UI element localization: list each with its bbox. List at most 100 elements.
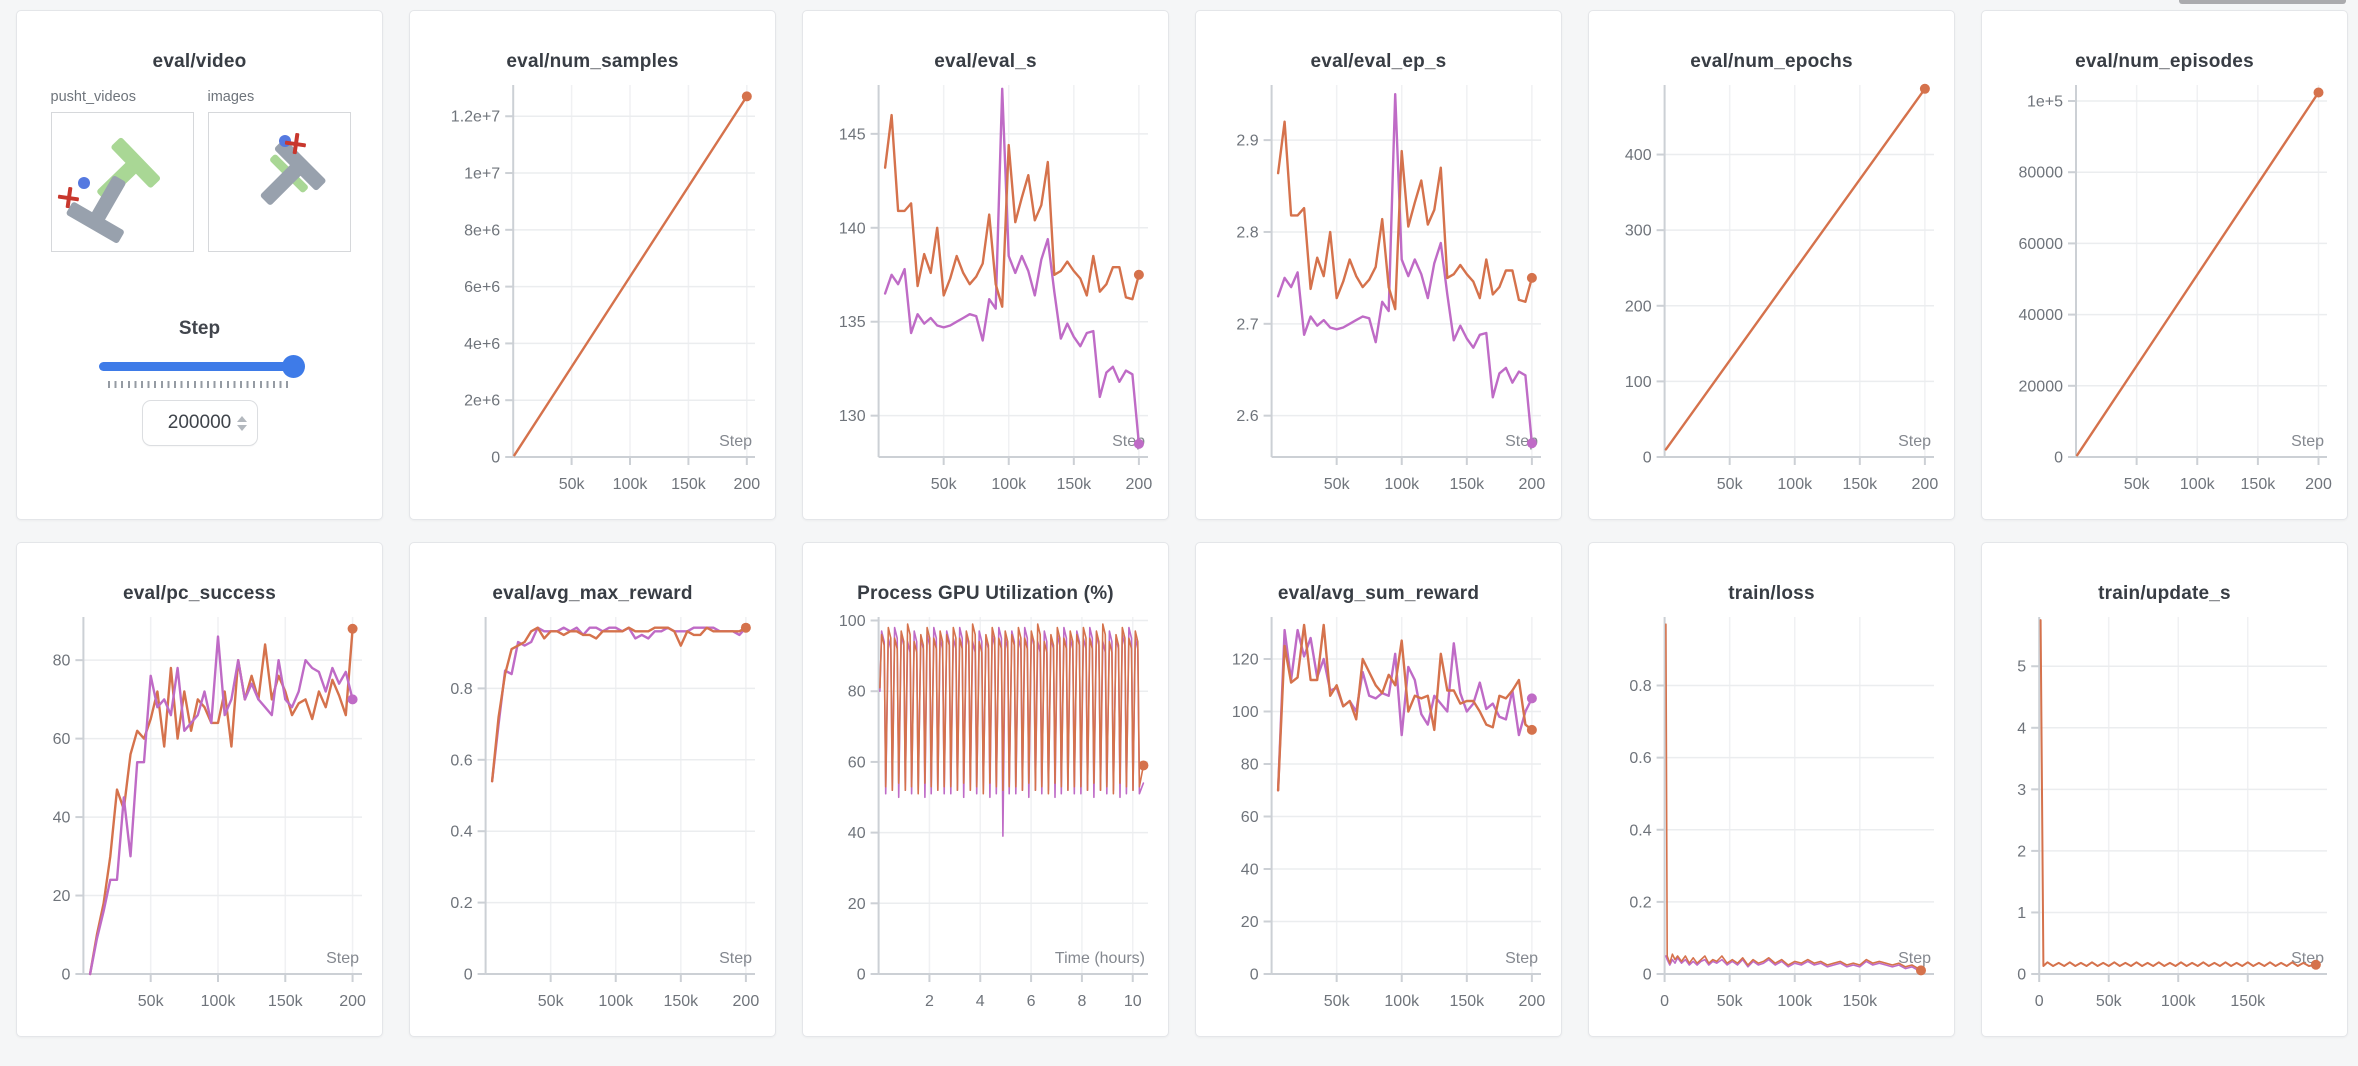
svg-text:200: 200 — [1519, 993, 1546, 1010]
step-slider-handle[interactable] — [281, 355, 305, 378]
svg-text:50k: 50k — [1324, 993, 1351, 1010]
step-slider-tickmarks — [107, 381, 292, 388]
panel-gpu-utilization: Process GPU Utilization (%) 2 4 6 8 10 0 20 40 6… — [802, 542, 1169, 1037]
svg-text:Step: Step — [1505, 950, 1538, 967]
spinner-down-icon[interactable] — [236, 424, 247, 431]
svg-text:2e+6: 2e+6 — [464, 393, 500, 410]
step-slider[interactable] — [98, 354, 305, 378]
svg-text:50k: 50k — [2096, 993, 2123, 1010]
svg-text:100k: 100k — [2161, 993, 2197, 1010]
svg-text:150k: 150k — [1449, 476, 1485, 493]
svg-text:20: 20 — [848, 896, 866, 913]
svg-text:Step: Step — [2291, 433, 2324, 450]
panel-eval-pc-success: eval/pc_success 50k 100k 150k 200 0 20 40 60 80 S… — [16, 542, 383, 1037]
svg-text:80000: 80000 — [2019, 165, 2064, 182]
svg-text:100: 100 — [1232, 704, 1259, 721]
image-thumbnail[interactable] — [207, 112, 351, 252]
svg-text:0: 0 — [491, 450, 500, 467]
chart-eval-eval-s[interactable]: 50k 100k 150k 200 130 135 140 145 Step — [805, 75, 1164, 519]
svg-text:3: 3 — [2017, 782, 2026, 799]
svg-text:8: 8 — [1077, 993, 1086, 1010]
svg-text:50k: 50k — [1324, 476, 1351, 493]
chart-train-loss[interactable]: 0 50k 100k 150k 0 0.2 0.4 0.6 0.8 Step — [1591, 607, 1950, 1036]
step-input-box — [141, 400, 258, 446]
chart-eval-avg-max-reward[interactable]: 50k 100k 150k 200 0 0.2 0.4 0.6 0.8 Step — [412, 607, 771, 1036]
media-item-images: images — [207, 89, 351, 252]
svg-text:2.8: 2.8 — [1236, 224, 1258, 241]
svg-text:100k: 100k — [1777, 993, 1813, 1010]
svg-text:10: 10 — [1124, 993, 1142, 1010]
svg-text:20: 20 — [53, 888, 71, 905]
panel-eval-eval-s: eval/eval_s 50k 100k 150k 200 130 135 140 145 St… — [802, 10, 1169, 520]
svg-text:60: 60 — [53, 731, 71, 748]
panel-title: eval/eval_ep_s — [1310, 51, 1447, 72]
svg-text:60000: 60000 — [2019, 236, 2064, 253]
target-cross-icon — [283, 132, 307, 156]
svg-text:50k: 50k — [1717, 476, 1744, 493]
video-thumbnail-pusht[interactable] — [50, 112, 194, 252]
svg-text:145: 145 — [839, 126, 866, 143]
panel-train-update-s: train/update_s 0 50k 100k 150k 0 1 2 3 4 5 Step — [1981, 542, 2348, 1037]
svg-text:150k: 150k — [1842, 476, 1878, 493]
svg-text:100k: 100k — [598, 993, 634, 1010]
spinner-up-icon[interactable] — [236, 415, 247, 422]
svg-text:20: 20 — [1241, 914, 1259, 931]
svg-text:100k: 100k — [1777, 476, 1813, 493]
chart-eval-avg-sum-reward[interactable]: 50k 100k 150k 200 0 20 40 60 80 100 120 Step — [1198, 607, 1557, 1036]
chart-train-update-s[interactable]: 0 50k 100k 150k 0 1 2 3 4 5 Step — [1984, 607, 2343, 1036]
svg-text:2: 2 — [2017, 843, 2026, 860]
svg-text:40: 40 — [53, 810, 71, 827]
chart-eval-eval-ep-s[interactable]: 50k 100k 150k 200 2.6 2.7 2.8 2.9 Step — [1198, 75, 1557, 519]
svg-text:400: 400 — [1625, 147, 1652, 164]
step-input[interactable] — [159, 411, 240, 435]
svg-text:150k: 150k — [2241, 476, 2277, 493]
chart-gpu-utilization[interactable]: 2 4 6 8 10 0 20 40 60 80 100 Time (hours) — [805, 607, 1164, 1036]
svg-text:130: 130 — [839, 408, 866, 425]
svg-text:4: 4 — [976, 993, 985, 1010]
svg-text:0: 0 — [2017, 967, 2026, 984]
svg-text:1.2e+7: 1.2e+7 — [451, 109, 500, 126]
svg-text:6e+6: 6e+6 — [464, 279, 500, 296]
media-row: pusht_videos images — [17, 89, 382, 252]
svg-text:Step: Step — [1898, 433, 1931, 450]
svg-text:150k: 150k — [268, 993, 304, 1010]
step-spinner[interactable] — [236, 401, 247, 445]
svg-text:200: 200 — [1912, 476, 1939, 493]
svg-text:0.6: 0.6 — [1629, 750, 1651, 767]
svg-text:6: 6 — [1027, 993, 1036, 1010]
svg-text:20000: 20000 — [2019, 378, 2064, 395]
svg-text:80: 80 — [848, 684, 866, 701]
svg-text:140: 140 — [839, 220, 866, 237]
svg-text:50k: 50k — [559, 476, 586, 493]
panel-eval-avg-max-reward: eval/avg_max_reward 50k 100k 150k 200 0 0.2 0.… — [409, 542, 776, 1037]
agent-dot-icon — [77, 177, 90, 189]
svg-text:Step: Step — [719, 433, 752, 450]
chart-eval-num-epochs[interactable]: 50k 100k 150k 200 0 100 200 300 400 Step — [1591, 75, 1950, 519]
svg-text:0.6: 0.6 — [450, 752, 472, 769]
svg-text:135: 135 — [839, 314, 866, 331]
svg-text:Step: Step — [326, 950, 359, 967]
svg-text:40: 40 — [848, 825, 866, 842]
panel-eval-video: eval/video pusht_videos images — [16, 10, 383, 520]
svg-text:0: 0 — [1643, 967, 1652, 984]
chart-eval-pc-success[interactable]: 50k 100k 150k 200 0 20 40 60 80 Step — [19, 607, 378, 1036]
svg-text:0: 0 — [1660, 993, 1669, 1010]
svg-text:2.9: 2.9 — [1236, 133, 1258, 150]
svg-text:0: 0 — [464, 967, 473, 984]
svg-text:100k: 100k — [201, 993, 237, 1010]
panel-title: train/loss — [1728, 583, 1815, 604]
panel-eval-num-samples: eval/num_samples 50k 100k 150k 200 0 2e+6 4e+6… — [409, 10, 776, 520]
svg-text:200: 200 — [339, 993, 366, 1010]
chart-eval-num-episodes[interactable]: 50k 100k 150k 200 0 20000 40000 60000 80000 1e+5 S… — [1984, 75, 2343, 519]
svg-text:200: 200 — [1126, 476, 1153, 493]
chart-eval-num-samples[interactable]: 50k 100k 150k 200 0 2e+6 4e+6 6e+6 8e+6 1e+7 1.2e+… — [412, 75, 771, 519]
svg-text:2.7: 2.7 — [1236, 316, 1258, 333]
svg-text:0: 0 — [1643, 450, 1652, 467]
svg-text:300: 300 — [1625, 223, 1652, 240]
panel-eval-num-episodes: eval/num_episodes 50k 100k 150k 200 0 20000 40… — [1981, 10, 2348, 520]
horizontal-scrollbar-thumb[interactable] — [2179, 0, 2346, 4]
target-cross-icon — [56, 186, 80, 210]
panel-title: eval/avg_max_reward — [492, 583, 693, 604]
step-slider-track[interactable] — [98, 362, 301, 371]
svg-text:2.6: 2.6 — [1236, 408, 1258, 425]
